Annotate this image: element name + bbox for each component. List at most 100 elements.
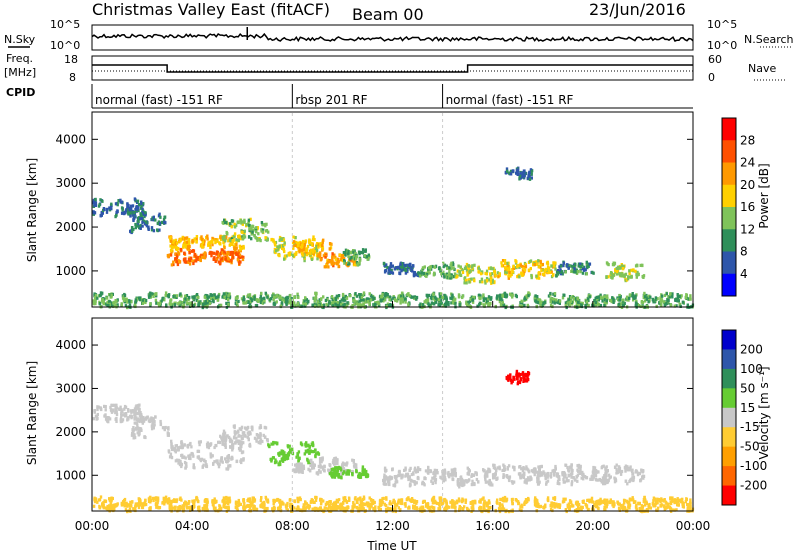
range-gate-cell	[641, 304, 644, 308]
range-gate-cell	[396, 299, 399, 303]
range-gate-cell	[92, 200, 96, 204]
cpid-segment-label: rbsp 201 RF	[295, 93, 367, 107]
range-gate-cell	[478, 280, 482, 284]
range-gate-cell	[539, 260, 542, 264]
range-gate-cell	[340, 254, 343, 258]
range-gate-cell	[424, 477, 427, 481]
range-gate-cell	[107, 303, 110, 308]
range-gate-cell	[442, 265, 445, 269]
noise-left-tick-top: 10^5	[50, 18, 80, 31]
range-gate-cell	[389, 262, 393, 266]
range-gate-cell	[177, 458, 181, 462]
range-gate-cell	[316, 300, 320, 304]
range-gate-cell	[227, 257, 230, 261]
range-gate-cell	[516, 168, 519, 172]
range-gate-cell	[158, 222, 161, 226]
range-gate-cell	[247, 218, 251, 222]
range-gate-cell	[108, 300, 112, 304]
range-gate-cell	[199, 459, 203, 463]
range-gate-cell	[432, 293, 435, 297]
range-gate-cell	[127, 211, 130, 215]
range-gate-cell	[407, 263, 410, 267]
range-gate-cell	[484, 281, 487, 285]
range-gate-cell	[323, 465, 326, 469]
range-gate-cell	[121, 409, 124, 413]
range-gate-cell	[275, 460, 278, 464]
range-gate-cell	[499, 303, 503, 307]
range-gate-cell	[96, 407, 99, 412]
range-gate-cell	[225, 252, 229, 256]
range-gate-cell	[551, 300, 554, 304]
range-gate-cell	[415, 295, 419, 300]
range-gate-cell	[458, 273, 461, 277]
range-gate-cell	[509, 169, 513, 173]
range-gate-cell	[438, 303, 442, 307]
range-gate-cell	[388, 475, 392, 479]
range-gate-cell	[318, 255, 322, 259]
range-gate-cell	[356, 262, 359, 266]
range-gate-cell	[300, 462, 303, 466]
range-gate-cell	[213, 293, 216, 297]
range-gate-cell	[173, 303, 177, 307]
range-gate-cell	[487, 302, 490, 306]
range-gate-cell	[390, 298, 393, 302]
range-gate-cell	[313, 463, 316, 467]
range-gate-cell	[193, 237, 196, 241]
range-gate-cell	[144, 300, 147, 305]
range-gate-cell	[675, 304, 678, 308]
range-gate-cell	[187, 260, 190, 264]
range-gate-cell	[305, 253, 309, 257]
range-gate-cell	[595, 295, 598, 299]
range-gate-cell	[186, 247, 189, 251]
range-gate-cell	[228, 438, 232, 442]
range-gate-cell	[231, 448, 234, 452]
range-gate-cell	[210, 293, 214, 297]
range-gate-cell	[603, 301, 606, 305]
range-gate-cell	[567, 266, 570, 270]
range-gate-cell	[222, 294, 225, 298]
range-gate-cell	[167, 450, 171, 454]
range-gate-cell	[478, 301, 482, 305]
range-gate-cell	[624, 279, 627, 283]
range-gate-cell	[636, 264, 639, 268]
colorbar-frame	[721, 117, 737, 297]
range-gate-cell	[238, 427, 241, 431]
range-gate-cell	[138, 429, 141, 433]
range-gate-cell	[570, 475, 573, 479]
range-gate-cell	[168, 455, 172, 459]
range-gate-cell	[172, 260, 175, 264]
range-gate-cell	[224, 220, 228, 224]
range-gate-cell	[266, 238, 269, 242]
range-gate-cell	[427, 271, 430, 275]
range-gate-cell	[314, 294, 318, 298]
range-gate-cell	[112, 304, 115, 308]
range-gate-cell	[524, 265, 528, 269]
range-gate-cell	[204, 299, 207, 304]
range-gate-cell	[300, 464, 303, 468]
range-gate-cell	[546, 479, 550, 483]
range-gate-cell	[294, 243, 297, 248]
range-gate-cell	[344, 253, 347, 257]
range-gate-cell	[679, 304, 682, 308]
range-gate-cell	[169, 244, 172, 248]
range-gate-cell	[105, 207, 109, 211]
range-gate-cell	[160, 299, 163, 303]
range-gate-cell	[467, 278, 470, 282]
range-gate-cell	[604, 466, 607, 470]
range-gate-cell	[126, 205, 129, 209]
range-gate-cell	[515, 171, 518, 175]
range-gate-cell	[454, 297, 457, 301]
range-gate-cell	[178, 303, 181, 307]
range-gate-cell	[342, 304, 345, 308]
range-gate-cell	[338, 465, 341, 469]
range-gate-cell	[358, 302, 361, 306]
range-gate-cell	[247, 293, 250, 297]
range-gate-cell	[212, 461, 215, 466]
range-gate-cell	[256, 433, 260, 437]
range-gate-cell	[195, 298, 199, 302]
range-gate-cell	[445, 301, 448, 305]
range-gate-cell	[178, 446, 181, 450]
range-gate-cell	[242, 296, 245, 300]
range-gate-cell	[506, 264, 509, 268]
range-gate-cell	[128, 208, 131, 212]
